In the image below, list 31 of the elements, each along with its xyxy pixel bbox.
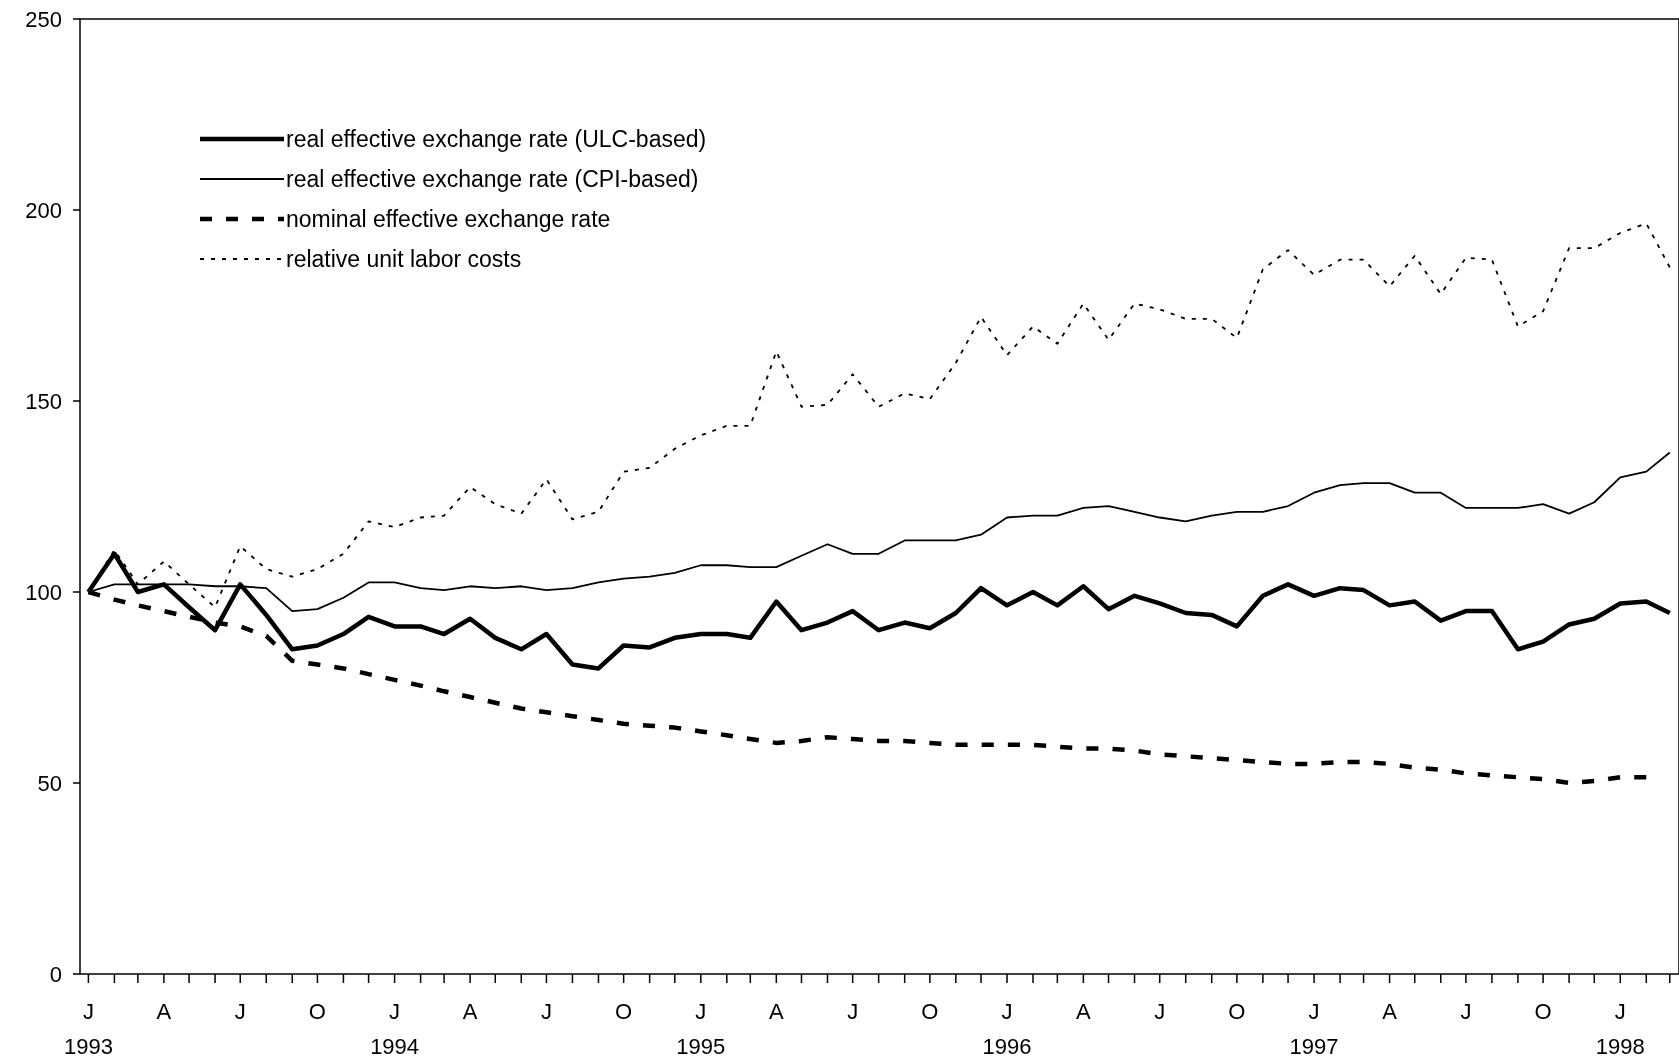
legend-label: relative unit labor costs (286, 246, 522, 273)
x-tick-label: O (921, 999, 939, 1024)
x-tick-label: A (1382, 999, 1398, 1024)
x-tick-label: A (768, 999, 784, 1024)
x-tick-label: J (847, 999, 859, 1024)
x-tick-label: J (540, 999, 552, 1024)
x-tick-label: O (1534, 999, 1552, 1024)
x-tick-label: A (462, 999, 478, 1024)
x-tick-label: J (234, 999, 246, 1024)
x-tick-label: O (1228, 999, 1246, 1024)
y-tick-label: 150 (25, 388, 62, 414)
x-tick-label: A (156, 999, 172, 1024)
legend-label: nominal effective exchange rate (286, 206, 611, 233)
x-tick-label: O (308, 999, 326, 1024)
x-tick-label: J 1998 (1595, 999, 1645, 1059)
legend-label: real effective exchange rate (CPI-based) (286, 166, 699, 193)
y-tick-label: 100 (25, 579, 62, 605)
x-tick-label: J 1996 (982, 999, 1032, 1059)
y-tick-label: 50 (37, 770, 62, 796)
y-tick-label: 0 (49, 961, 62, 987)
y-tick-label: 200 (25, 197, 62, 223)
x-tick-label: J (1154, 999, 1166, 1024)
legend-label: real effective exchange rate (ULC-based) (286, 126, 707, 153)
y-tick-label: 250 (25, 6, 62, 32)
x-tick-label: J 1994 (370, 999, 420, 1059)
x-tick-label: J (1460, 999, 1472, 1024)
x-tick-label: J 1993 (63, 999, 113, 1059)
x-tick-label: A (1076, 999, 1092, 1024)
x-tick-label: O (615, 999, 633, 1024)
x-tick-label: J 1995 (676, 999, 726, 1059)
x-tick-label: J 1997 (1289, 999, 1339, 1059)
